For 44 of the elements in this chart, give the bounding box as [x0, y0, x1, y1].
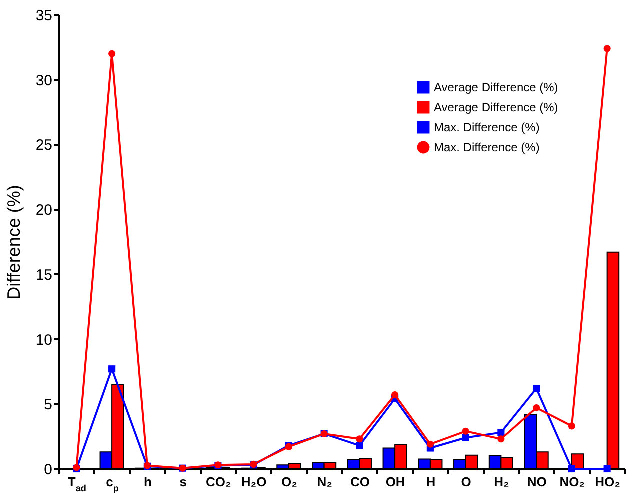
- point: [462, 434, 470, 442]
- x-tick-label: s: [180, 474, 187, 490]
- point: [568, 465, 576, 473]
- legend-label: Average Difference (%): [434, 80, 558, 94]
- x-tick-label: OH: [386, 474, 406, 490]
- point: [568, 422, 576, 430]
- point: [392, 392, 399, 399]
- x-tick-label: H₂O: [241, 474, 267, 490]
- y-tick-label: 20: [36, 202, 52, 220]
- point: [356, 442, 364, 450]
- point: [498, 436, 505, 443]
- point: [426, 440, 434, 448]
- x-tick-label: T$_{ad}$: [68, 474, 86, 493]
- point: [108, 50, 116, 58]
- legend-label: Max. Difference (%): [434, 120, 540, 134]
- y-tick-label: 30: [36, 72, 52, 90]
- x-tick-label: O₂: [281, 474, 298, 490]
- legend-label: Max. Difference (%): [434, 140, 540, 154]
- y-tick-label: 25: [36, 137, 52, 154]
- x-tick-label: N₂: [317, 474, 333, 490]
- y-tick-label: 10: [36, 332, 52, 349]
- y-axis-title: Difference (%): [4, 185, 24, 300]
- point: [533, 404, 540, 412]
- y-tick-label: 0: [44, 462, 52, 478]
- x-tick-label: CO: [350, 474, 370, 490]
- point: [498, 429, 505, 436]
- x-tick-label: H₂: [494, 474, 510, 490]
- x-tick-label: H: [426, 474, 436, 490]
- point: [356, 436, 364, 443]
- x-tick-label: NO: [527, 474, 547, 490]
- x-tick-label: CO₂: [206, 474, 232, 490]
- y-tick-label: 15: [36, 266, 52, 284]
- x-tick-label: O: [461, 474, 472, 490]
- x-tick-label: NO₂: [560, 474, 586, 490]
- y-tick-label: 5: [44, 396, 52, 414]
- point: [604, 45, 611, 52]
- point: [533, 385, 540, 392]
- point: [108, 366, 116, 373]
- legend-label: Average Difference (%): [434, 100, 558, 114]
- x-tick-label: h: [144, 474, 152, 490]
- point: [604, 465, 611, 473]
- point: [462, 428, 470, 435]
- x-tick-label: HO₂: [595, 474, 621, 490]
- y-tick-label: 35: [36, 8, 52, 24]
